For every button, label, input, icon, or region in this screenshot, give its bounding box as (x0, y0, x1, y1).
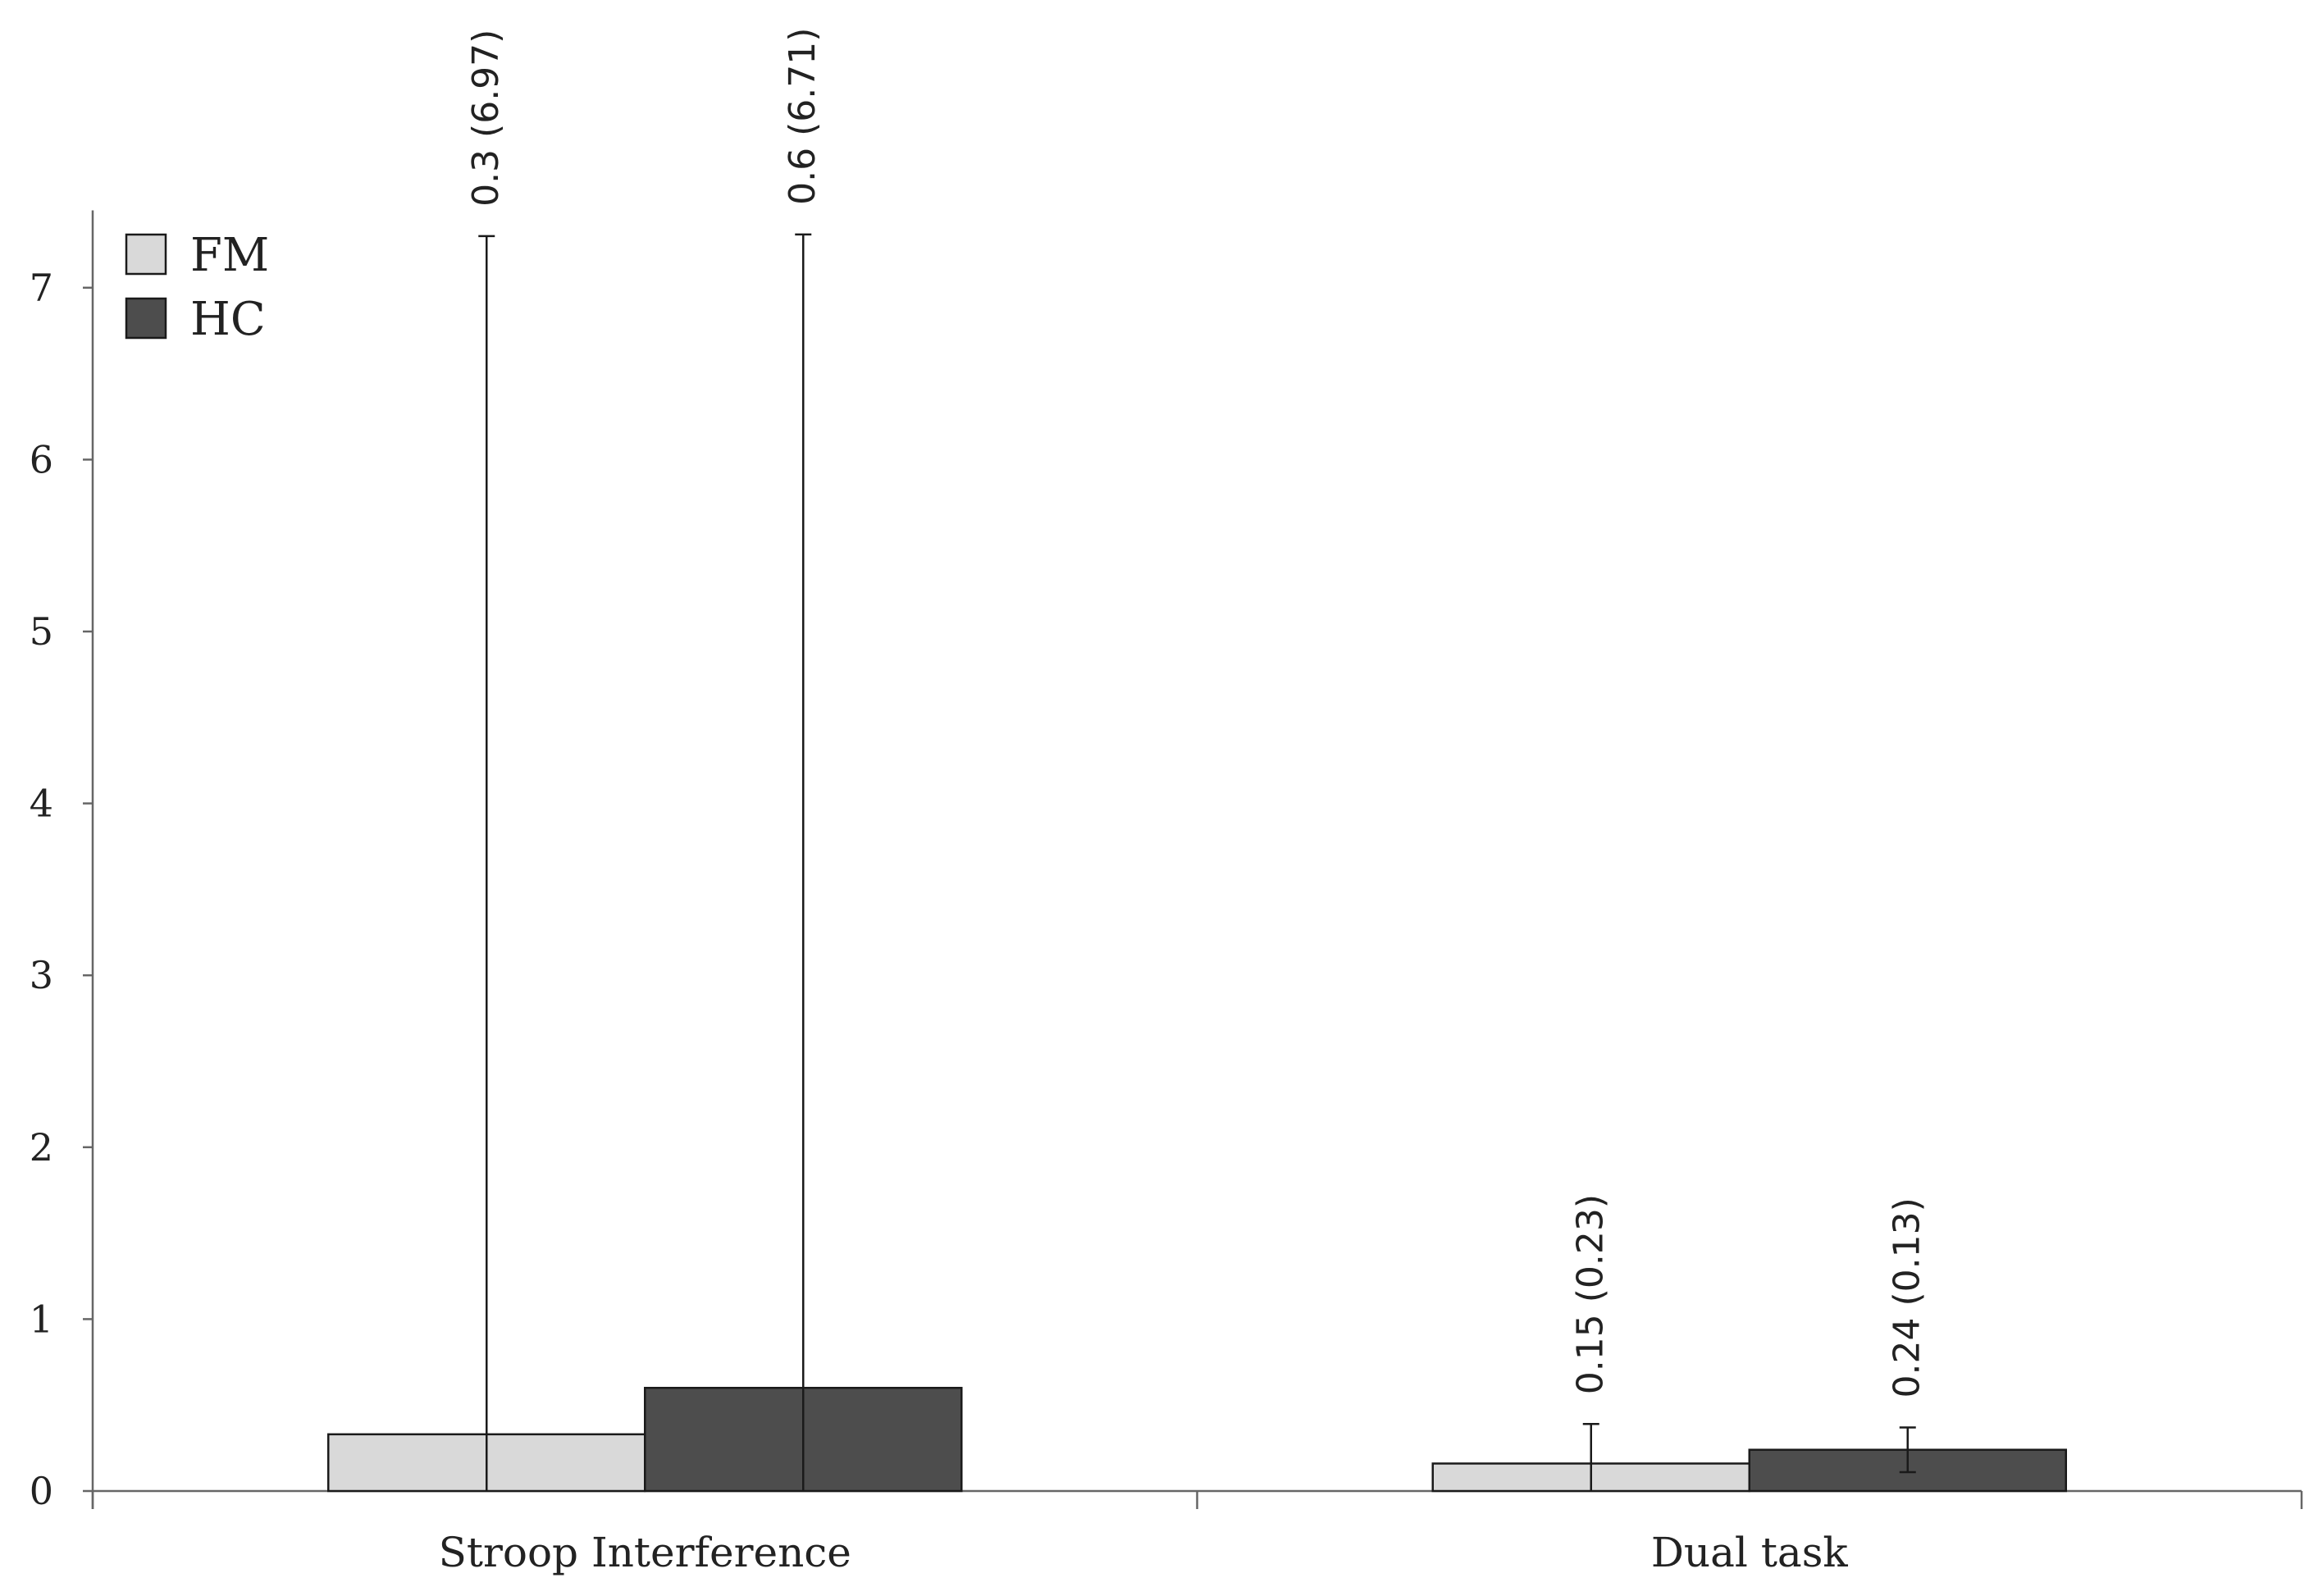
y-tick-label: 6 (30, 437, 53, 481)
legend-label: HC (190, 293, 266, 346)
data-label: 0.15 (0.23) (1570, 1194, 1612, 1394)
y-tick-label: 5 (30, 609, 53, 654)
y-tick-label: 0 (30, 1469, 53, 1513)
y-tick-label: 7 (30, 266, 53, 310)
y-tick-label: 4 (30, 782, 53, 826)
x-category-label: Dual task (1651, 1529, 1849, 1576)
error-bars (478, 233, 1916, 1491)
legend-label: FM (190, 229, 269, 282)
y-tick-label: 3 (30, 953, 53, 997)
legend-swatch (125, 233, 167, 276)
bars (327, 1386, 2067, 1493)
data-label: 0.3 (6.97) (465, 30, 507, 207)
data-label: 0.24 (0.13) (1887, 1197, 1928, 1398)
y-tick-label: 2 (30, 1125, 53, 1170)
data-labels: 0.3 (6.97) 0.6 (6.71) 0.15 (0.23) 0.24 (0.1… (465, 28, 1928, 1398)
legend-swatch (125, 297, 167, 340)
x-category-label: Stroop Interference (439, 1529, 851, 1576)
axes: 0 1 2 3 4 5 6 7 Stroop Interference Dual task (30, 210, 2303, 1576)
data-label: 0.6 (6.71) (782, 28, 824, 205)
legend: FM HC (125, 229, 269, 346)
y-tick-label: 1 (30, 1297, 53, 1341)
